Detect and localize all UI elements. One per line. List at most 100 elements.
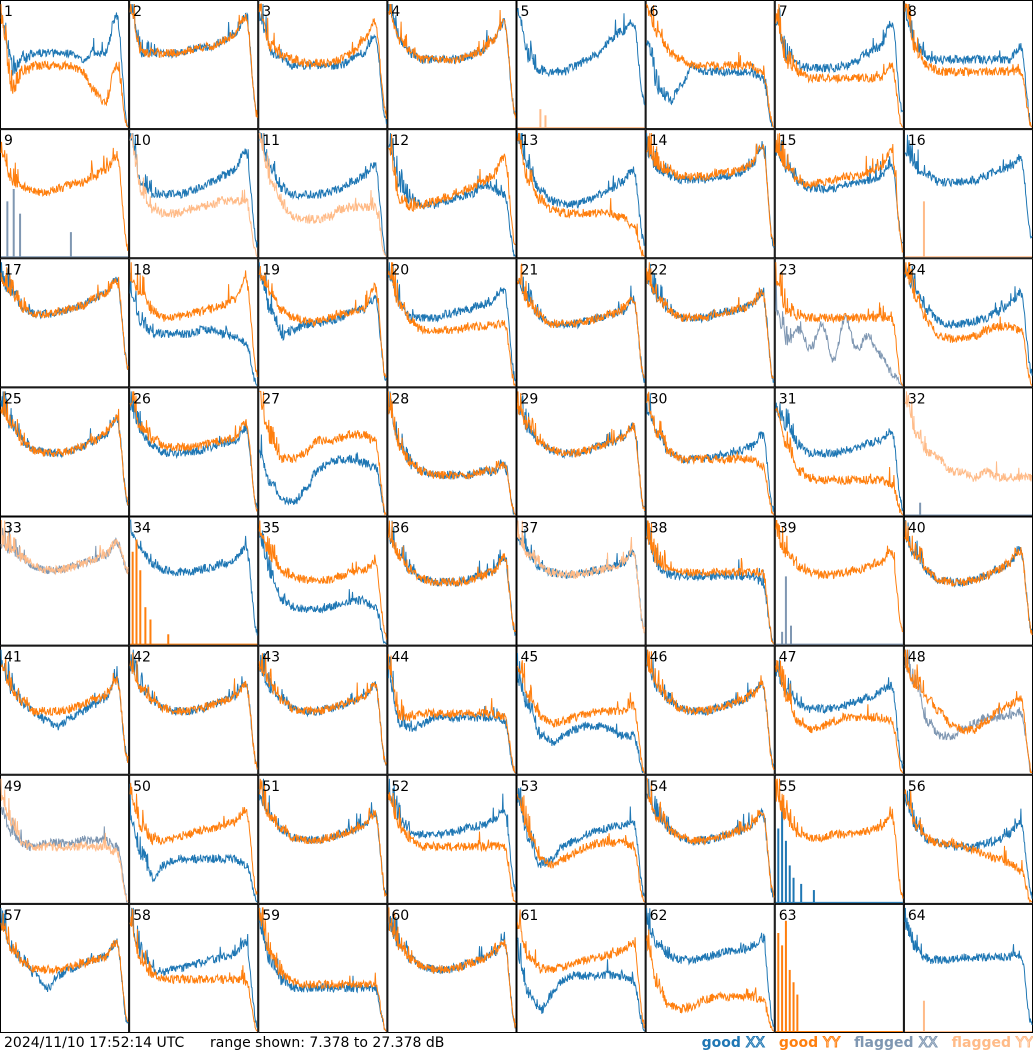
panel-frame: [129, 903, 259, 1033]
trace-yy: [775, 520, 904, 633]
trace-yy: [904, 391, 1033, 482]
trace-yy: [775, 659, 904, 774]
panel-frame: [903, 903, 1033, 1033]
trace-xx: [129, 3, 258, 117]
panel-frame: [774, 516, 904, 646]
panel-26: 26: [129, 387, 259, 517]
trace-yy: [904, 520, 1033, 636]
trace-yy: [388, 3, 516, 119]
panel-label: 7: [779, 4, 788, 20]
trace-yy: [258, 520, 387, 640]
trace-yy: [387, 792, 516, 903]
panel-label: 56: [908, 779, 926, 795]
panel-frame: [387, 0, 517, 130]
trace-yy: [129, 391, 258, 513]
panel-61: 61: [516, 903, 646, 1033]
panel-label: 10: [133, 133, 151, 149]
trace-yy: [258, 265, 387, 379]
trace-xx: [129, 783, 258, 903]
panel-1: 1: [0, 0, 130, 130]
panel-label: 29: [521, 391, 539, 407]
panel-label: 8: [908, 4, 917, 20]
panel-frame: [774, 258, 904, 388]
panel-label: 57: [4, 908, 22, 924]
panel-frame: [129, 0, 259, 130]
trace-xx: [775, 140, 904, 244]
trace-yy: [387, 654, 516, 774]
trace-yy: [775, 133, 904, 254]
legend-item-good-xx: good XX: [701, 1034, 766, 1052]
panel-frame: [0, 516, 130, 646]
legend-item-prefix: good: [778, 1035, 824, 1051]
trace-yy: [904, 649, 1033, 774]
panel-frame: [129, 129, 259, 259]
trace-xx: [0, 806, 129, 904]
panel-22: 22: [645, 258, 775, 388]
panel-37: 37: [516, 516, 646, 646]
trace-yy: [387, 391, 516, 515]
panel-4: 4: [387, 0, 517, 130]
trace-yy: [0, 657, 129, 763]
trace-yy: [646, 778, 775, 898]
trace-xx: [646, 907, 775, 1027]
panel-frame: [903, 258, 1033, 388]
panel-18: 18: [129, 258, 259, 388]
panel-16: 16: [903, 129, 1033, 259]
panel-40: 40: [903, 516, 1033, 646]
panel-44: 44: [387, 645, 517, 775]
trace-yy: [646, 929, 774, 1032]
legend-item-pol: YY: [1015, 1035, 1033, 1052]
range-label: range shown: 7.378 to 27.378 dB: [210, 1035, 445, 1051]
panel-62: 62: [645, 903, 775, 1033]
panel-label: 59: [262, 908, 280, 924]
panel-49: 49: [0, 774, 130, 904]
panel-label: 13: [521, 133, 539, 149]
trace-yy: [517, 520, 646, 634]
panel-25: 25: [0, 387, 130, 517]
panel-53: 53: [516, 774, 646, 904]
legend-item-prefix: good: [701, 1035, 746, 1051]
panel-label: 5: [521, 4, 530, 20]
panel-label: 31: [779, 391, 797, 407]
panel-3: 3: [258, 0, 388, 130]
trace-xx: [517, 937, 645, 1032]
trace-yy: [1, 520, 129, 576]
trace-yy: [129, 133, 258, 257]
panel-label: 55: [779, 779, 797, 795]
panel-label: 34: [133, 521, 151, 537]
trace-yy: [517, 263, 645, 379]
panel-9: 9: [0, 129, 130, 259]
panel-frame: [387, 645, 517, 775]
panel-41: 41: [0, 645, 130, 775]
panel-8: 8: [903, 0, 1033, 130]
legend-item-pol: XX: [745, 1035, 765, 1052]
trace-yy: [517, 909, 646, 1029]
trace-yy: [775, 407, 904, 515]
panel-label: 50: [133, 779, 151, 795]
panel-15: 15: [774, 129, 904, 259]
panel-20: 20: [387, 258, 517, 388]
panel-label: 25: [4, 391, 22, 407]
trace-yy: [517, 391, 646, 512]
trace-yy: [775, 262, 904, 386]
legend-item-flagged-xx: flagged XX: [854, 1034, 938, 1052]
panel-29: 29: [516, 387, 646, 517]
panel-5: 5: [516, 0, 646, 130]
panel-label: 26: [133, 391, 151, 407]
legend-item-flagged-yy: flagged YY: [952, 1034, 1033, 1052]
panel-label: 24: [908, 262, 926, 278]
panel-label: 53: [521, 779, 539, 795]
panel-label: 40: [908, 521, 926, 537]
panel-7: 7: [774, 0, 904, 130]
panel-48: 48: [903, 645, 1033, 775]
panel-label: 32: [908, 391, 926, 407]
panel-label: 37: [521, 521, 539, 537]
legend-item-good-yy: good YY: [778, 1034, 841, 1052]
panel-label: 61: [521, 908, 539, 924]
trace-xx: [775, 659, 904, 769]
panel-33: 33: [0, 516, 130, 646]
panel-frame: [516, 129, 646, 259]
legend-item-prefix: flagged: [951, 1035, 1016, 1051]
panel-label: 63: [779, 908, 797, 924]
trace-xx: [775, 280, 903, 386]
